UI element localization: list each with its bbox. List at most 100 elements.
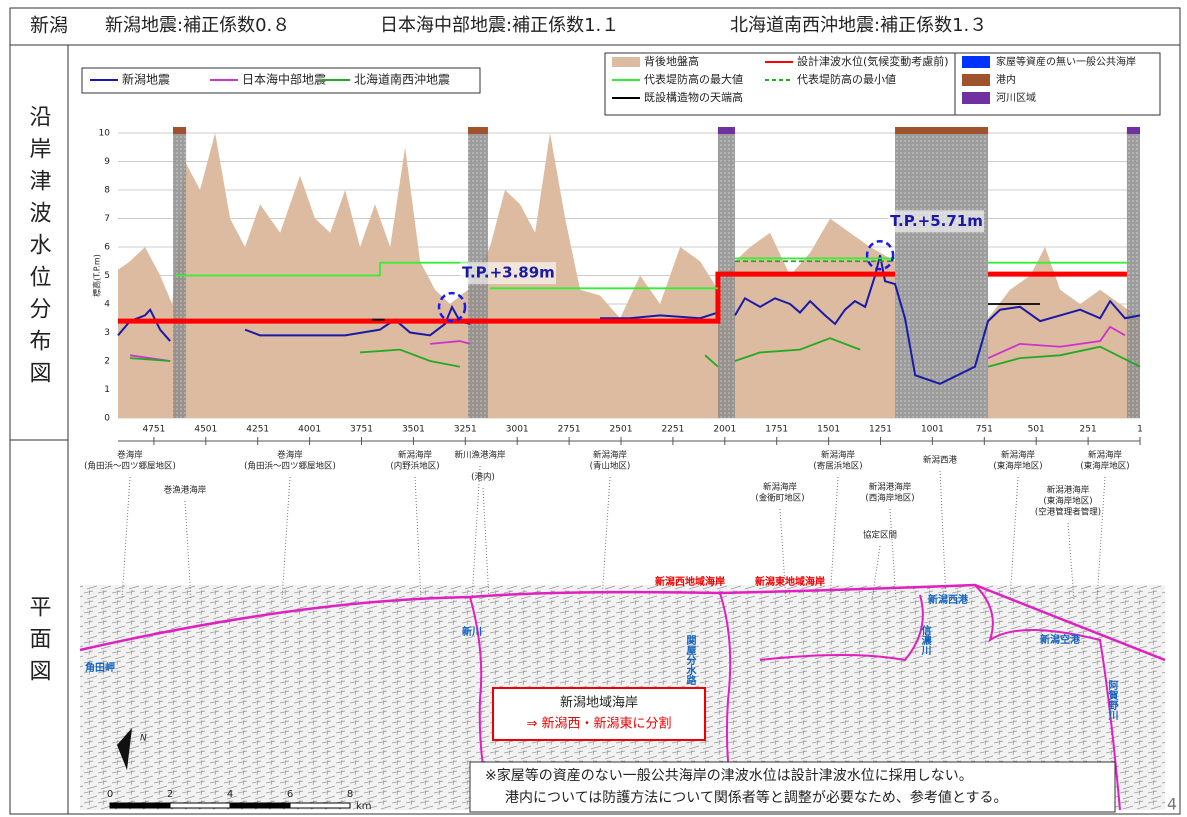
line [118,271,1127,324]
zone-bar [468,127,488,134]
y-tick-label: 9 [104,157,110,167]
zone-band [895,133,989,418]
y-tick-label: 4 [104,300,110,310]
scale-label: 2 [167,789,173,800]
legend-label: 日本海中部地震 [242,72,326,87]
segment-label: (東海岸地区) [1043,496,1092,507]
annotation-label: T.P.+5.71m [890,212,983,230]
y-tick-label: 10 [99,129,111,139]
legend-swatch [962,56,990,68]
x-tick-label: 751 [976,425,993,435]
y-tick-label: 2 [104,357,110,367]
legend-label: 背後地盤高 [644,54,699,68]
x-tick-label: 4251 [246,425,269,435]
x-tick-label: 251 [1080,425,1097,435]
note: ※家屋等の資産のない一般公共海岸の津波水位は設計津波水位に採用しない。 [485,767,973,784]
side-label: 平面図 [26,595,51,691]
segment-label: (空港管理者管理) [1035,507,1101,518]
segment-label: (西海岸地区) [865,493,914,504]
legend-swatch [962,74,990,86]
x-tick-label: 1 [1137,425,1143,435]
header-item: 日本海中部地震:補正係数1.１ [380,15,619,36]
scale-label: 0 [107,789,113,800]
legend-box [81,67,481,94]
x-tick-label: 1501 [817,425,840,435]
leader [939,470,947,601]
y-tick-label: 5 [104,271,110,281]
header-item: 新潟地震:補正係数0.８ [105,15,290,36]
segment-label: 新潟海岸 [398,450,433,461]
segment-label: 新潟港海岸 [1047,485,1090,496]
segment-label: (港内) [471,472,495,483]
segment-label: 新潟海岸 [1001,450,1036,461]
legend-swatch [612,57,640,67]
y-tick-label: 1 [104,385,110,395]
map-label: 新潟西地域海岸 [655,575,725,588]
coast-boundary [79,583,1166,662]
y-tick-label: 0 [104,414,110,424]
map-label: 角田岬 [85,661,115,674]
scale-label: 6 [287,789,293,800]
legend-label: 代表堤防高の最小値 [797,72,896,86]
x-tick-label: 501 [1028,425,1045,435]
area [118,133,1140,418]
map-label: 関屋分水路 [684,635,697,686]
map-label: 新潟東地域海岸 [755,575,825,588]
scale-bar [289,802,351,809]
legend-box [604,52,956,116]
leader [1067,522,1075,601]
leader [471,465,481,601]
annotation-label: T.P.+3.89m [462,264,555,282]
segment-label: (青山地区) [590,461,631,472]
segment-label: (寄居浜地区) [813,461,862,472]
segment-label: 新潟港海岸 [869,482,912,493]
zone-bar [1126,127,1140,134]
line [117,255,1141,385]
zone-band [1126,133,1140,418]
x-tick-label: 1001 [921,425,944,435]
map-label: 新潟空港 [1040,633,1081,646]
segment-label: 新潟海岸 [1088,450,1123,461]
segment-label: 新潟海岸 [763,482,798,493]
legend-label: 代表堤防高の最大値 [644,72,743,86]
legend-label: 新潟地震 [122,72,170,87]
header-item: 北海道南西沖地震:補正係数1.３ [730,15,987,36]
legend-label: 既設構造物の天端高 [644,90,743,104]
scale-unit: km [356,801,372,812]
x-tick-label: 1751 [765,425,788,435]
leader [889,508,897,601]
leader [601,476,611,601]
x-tick-label: 2501 [610,425,633,435]
legend-label: 港内 [996,73,1016,86]
page-number: 4 [1167,795,1177,814]
x-tick-label: 4501 [194,425,217,435]
zone-bar [717,127,735,134]
scale-label: 8 [347,789,353,800]
leader [871,545,881,601]
legend-label: 河川区域 [996,91,1036,104]
line [372,303,1040,321]
segment-label: (内野浜地区) [390,461,439,472]
leader [779,508,787,601]
x-tick-label: 3001 [506,425,529,435]
segment-label: 新潟西港 [923,455,958,466]
north-arrow [117,728,132,770]
legend-label: 北海道南西沖地震 [354,72,450,87]
scale-bar [109,802,171,809]
map-label: 阿賀野川 [1106,680,1119,721]
annotation-bg [888,210,985,233]
legend-label: 家屋等資産の無い一般公共海岸 [996,55,1136,68]
segment-label: 協定区間 [863,530,897,541]
segment-label: (東海岸地区) [1080,461,1129,472]
x-tick-label: 3751 [350,425,373,435]
x-tick-label: 1251 [869,425,892,435]
map-label: 信濃川 [919,624,932,656]
x-tick-label: 4001 [298,425,321,435]
line [175,257,1127,290]
segment-label: 新潟海岸 [593,450,628,461]
x-tick-label: 3251 [454,425,477,435]
callout: ⇒ 新潟西・新潟東に分割 [526,716,671,732]
annotation-bg [460,262,557,285]
